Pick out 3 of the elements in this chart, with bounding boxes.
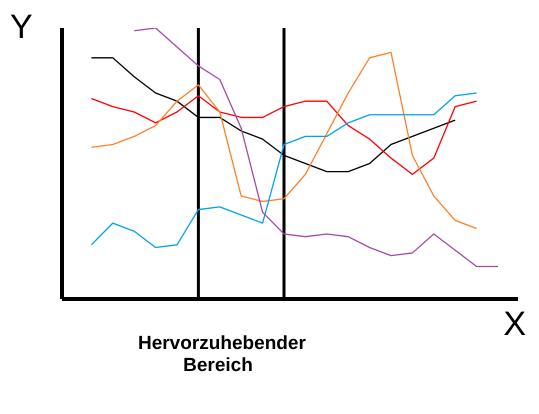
y-axis-title: Y bbox=[10, 8, 33, 47]
text: Hervorzuhebender Bereich bbox=[138, 333, 306, 377]
x-axis-title: X bbox=[503, 305, 526, 344]
